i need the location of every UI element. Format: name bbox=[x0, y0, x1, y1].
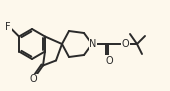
Text: O: O bbox=[105, 56, 113, 66]
Text: F: F bbox=[5, 22, 11, 32]
Text: N: N bbox=[89, 39, 97, 49]
Text: O: O bbox=[122, 39, 130, 49]
Text: O: O bbox=[29, 75, 37, 85]
